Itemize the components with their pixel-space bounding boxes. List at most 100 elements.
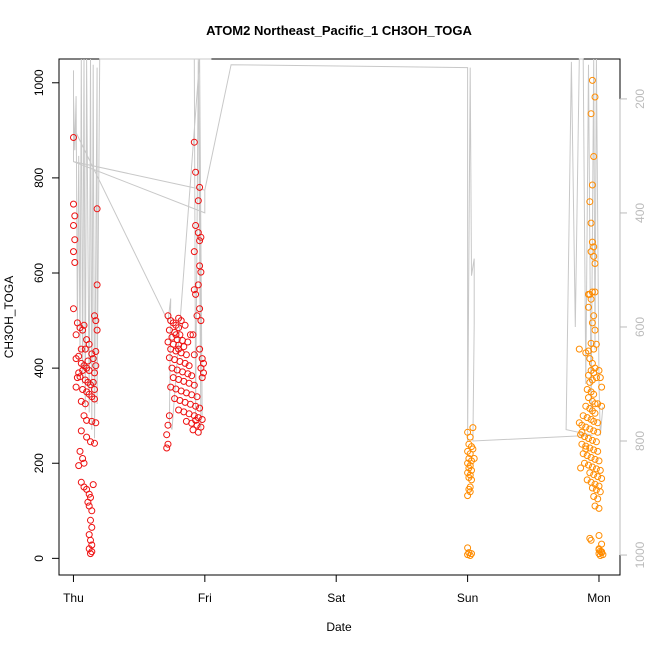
data-point [83, 433, 91, 441]
data-point [595, 546, 603, 554]
data-point [73, 374, 81, 382]
data-point [85, 531, 93, 539]
data-point [184, 338, 192, 346]
data-point [591, 260, 599, 267]
data-point [197, 268, 205, 276]
data-point [581, 459, 588, 467]
data-point [79, 455, 87, 462]
data-point [575, 345, 583, 353]
y-tick-label: 1000 [32, 69, 46, 96]
data-point [70, 248, 77, 256]
data-point [588, 484, 596, 492]
data-point [164, 440, 172, 448]
data-point [200, 369, 207, 377]
data-point [466, 552, 474, 559]
data-point [468, 476, 475, 484]
data-point [185, 362, 193, 370]
data-point [89, 378, 97, 386]
data-point [194, 281, 202, 289]
data-point [591, 455, 599, 463]
data-point [72, 383, 80, 391]
data-point [579, 412, 587, 420]
data-point [88, 417, 96, 425]
data-point [192, 402, 200, 410]
data-point [197, 317, 205, 325]
data-point [193, 421, 201, 429]
data-point [594, 473, 602, 481]
data-point [91, 312, 98, 320]
data-point [80, 321, 88, 329]
data-point [578, 440, 586, 448]
data-point [582, 442, 590, 450]
data-point [464, 492, 472, 500]
data-point [588, 181, 596, 189]
data-point [588, 463, 596, 471]
data-point [587, 339, 595, 347]
data-point [181, 321, 189, 329]
data-point [585, 290, 592, 298]
data-point [469, 445, 477, 453]
data-point [468, 550, 475, 558]
data-point [591, 409, 599, 417]
data-point [585, 435, 592, 442]
y-axis: 0 200 400 600 800 1000 [32, 69, 60, 562]
data-point [91, 369, 98, 377]
data-point [594, 419, 602, 427]
x-tick-label: Thu [63, 591, 84, 605]
y-tick-label: 400 [32, 358, 46, 378]
data-point [163, 444, 171, 452]
data-point [196, 305, 204, 313]
data-point [190, 248, 198, 256]
data-point [596, 466, 604, 474]
data-point [198, 374, 206, 382]
y-tick-label: 0 [32, 555, 46, 562]
data-point [165, 412, 173, 420]
data-point [590, 252, 598, 260]
data-point [77, 345, 85, 353]
data-point [598, 383, 606, 391]
data-point [87, 516, 94, 524]
data-point [592, 438, 600, 446]
data-point [585, 303, 592, 311]
data-point [587, 454, 595, 461]
data-point [85, 490, 93, 498]
data-points [70, 76, 607, 559]
altitude-polyline [73, 58, 604, 442]
data-point [586, 198, 594, 206]
data-point [93, 205, 101, 213]
data-point [575, 419, 583, 427]
data-point [92, 317, 100, 325]
data-point [91, 395, 98, 403]
data-point [190, 286, 198, 294]
data-point [92, 362, 100, 370]
data-point [175, 314, 183, 322]
data-point [189, 331, 197, 339]
data-point [591, 288, 599, 296]
data-point [88, 507, 96, 515]
x-tick-label: Sat [327, 591, 346, 605]
data-point [84, 357, 92, 365]
data-point [587, 536, 595, 544]
data-point [594, 428, 602, 436]
data-point [190, 351, 198, 359]
data-point [590, 427, 598, 435]
x-axis-label: Date [326, 620, 352, 634]
data-point [595, 457, 603, 465]
data-point [582, 402, 590, 410]
data-point [184, 370, 192, 378]
data-point [194, 197, 202, 205]
data-point [585, 371, 592, 379]
data-point [596, 488, 604, 496]
data-point [590, 446, 598, 454]
data-point [592, 486, 600, 494]
data-point [587, 219, 595, 227]
data-point [175, 324, 183, 332]
data-point [470, 455, 478, 462]
data-point [588, 238, 596, 246]
y-tick-label: 200 [32, 453, 46, 473]
data-point [175, 341, 183, 349]
data-point [70, 222, 77, 229]
data-point [469, 424, 477, 432]
data-point [464, 544, 472, 552]
